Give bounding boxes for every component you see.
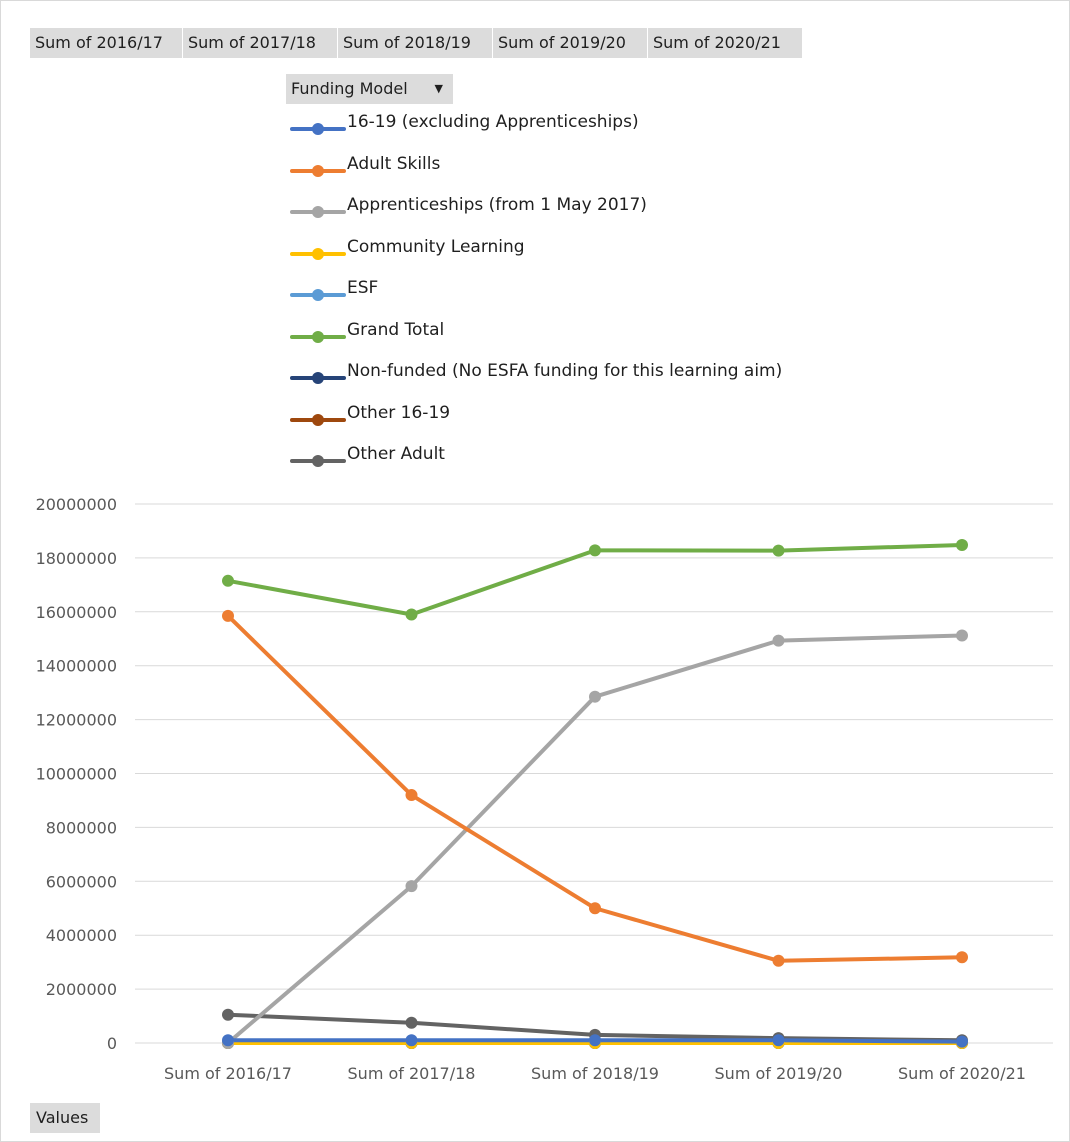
funding-model-label: Funding Model <box>291 79 408 98</box>
legend-label: Community Learning <box>347 236 525 257</box>
legend-item[interactable]: Other 16-19 <box>290 398 850 428</box>
funding-model-filter-button[interactable]: Funding Model ▼ <box>286 74 453 104</box>
legend-line-marker-icon <box>290 206 346 218</box>
legend-line-marker-icon <box>290 330 346 343</box>
legend-marker <box>312 247 324 260</box>
legend-item[interactable]: Adult Skills <box>290 149 850 179</box>
values-field-button[interactable]: Values <box>30 1103 100 1133</box>
legend-marker <box>312 123 324 135</box>
legend-line-marker-icon <box>290 123 346 135</box>
legend-item[interactable]: Grand Total <box>290 315 850 345</box>
legend-marker <box>312 372 324 384</box>
field-button-2016-17[interactable]: Sum of 2016/17 <box>30 28 182 58</box>
legend-item[interactable]: ESF <box>290 273 850 303</box>
dropdown-arrow-icon: ▼ <box>434 82 443 95</box>
field-button-2020-21[interactable]: Sum of 2020/21 <box>648 28 802 58</box>
legend-line-marker-icon <box>290 164 346 177</box>
legend-label: Other 16-19 <box>347 402 451 423</box>
field-button-2018-19[interactable]: Sum of 2018/19 <box>338 28 492 58</box>
legend-label: Non-funded (No ESFA funding for this lea… <box>347 361 783 381</box>
legend-label: Grand Total <box>347 319 445 340</box>
legend-marker <box>312 413 324 426</box>
legend-item[interactable]: Community Learning <box>290 232 850 262</box>
field-button-2019-20[interactable]: Sum of 2019/20 <box>493 28 647 58</box>
field-button-2017-18[interactable]: Sum of 2017/18 <box>183 28 337 58</box>
legend-marker <box>312 164 324 177</box>
legend-label: ESF <box>347 278 379 298</box>
legend-label: 16-19 (excluding Apprenticeships) <box>347 112 639 132</box>
legend-marker <box>312 206 324 218</box>
legend-label: Other Adult <box>347 444 445 464</box>
legend-marker <box>312 455 324 467</box>
legend-item[interactable]: Apprenticeships (from 1 May 2017) <box>290 190 850 220</box>
legend-line-marker-icon <box>290 247 346 260</box>
legend-marker <box>312 289 324 301</box>
legend-line-marker-icon <box>290 289 346 301</box>
legend-item[interactable]: 16-19 (excluding Apprenticeships) <box>290 107 850 137</box>
legend-line-marker-icon <box>290 372 346 384</box>
legend-line-marker-icon <box>290 413 346 426</box>
legend-item[interactable]: Other Adult <box>290 439 850 469</box>
legend-item[interactable]: Non-funded (No ESFA funding for this lea… <box>290 356 850 386</box>
legend-label: Apprenticeships (from 1 May 2017) <box>347 195 647 215</box>
legend-label: Adult Skills <box>347 153 441 174</box>
legend-marker <box>312 330 324 343</box>
legend-line-marker-icon <box>290 455 346 467</box>
